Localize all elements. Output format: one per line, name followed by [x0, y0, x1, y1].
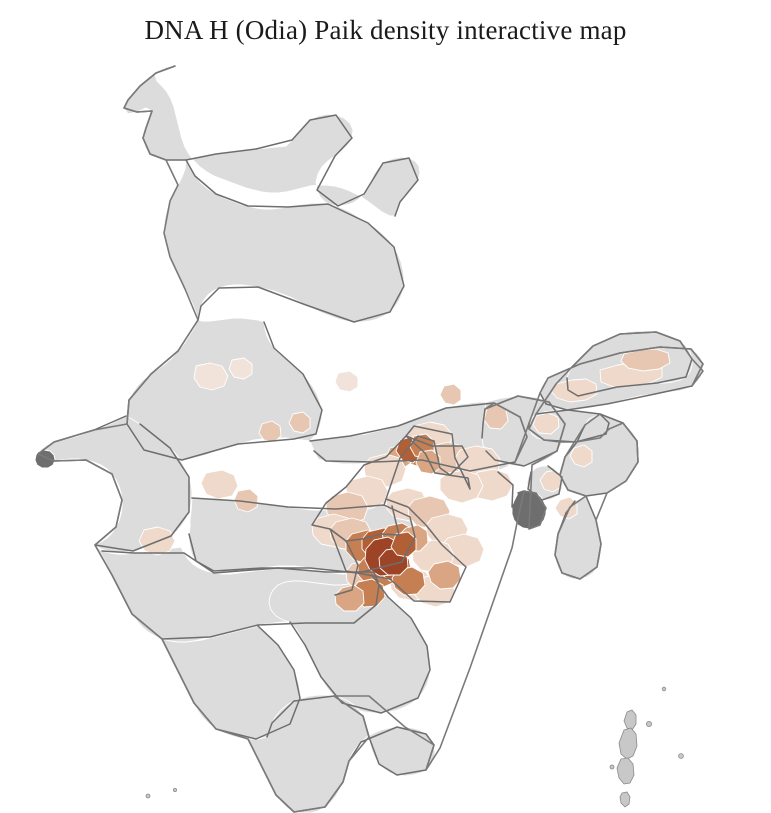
shaded-district-mp-b[interactable] [233, 488, 259, 513]
eastern-base-group [481, 330, 704, 580]
state-border-jharkhand [405, 425, 471, 490]
shaded-district-mp-a[interactable] [200, 469, 239, 500]
shaded-district-odisha-core-c[interactable] [390, 531, 417, 558]
island-lakshadweep-c[interactable] [172, 788, 177, 793]
state-border-odisha [329, 498, 467, 603]
shaded-district-bengal-coast[interactable] [439, 469, 484, 504]
india-national-boundary [37, 65, 704, 813]
india-choropleth-map[interactable] [0, 48, 771, 813]
island-andaman-south[interactable] [616, 757, 635, 785]
island-lakshadweep-a[interactable] [145, 793, 151, 799]
page-title: DNA H (Odia) Paik density interactive ma… [144, 15, 627, 45]
state-border-chhattisgarh [311, 435, 469, 542]
shaded-district-rajasthan-a[interactable] [193, 362, 229, 391]
country-outline-group [37, 65, 704, 813]
shaded-district-odisha-ring-i[interactable] [334, 584, 365, 612]
shaded-district-andhra-coast[interactable] [427, 560, 462, 590]
island-andaman-north[interactable] [623, 709, 637, 731]
island-andaman-middle[interactable] [618, 727, 638, 760]
region-tamil-nadu-kerala[interactable] [247, 694, 436, 813]
shaded-district-up-c[interactable] [288, 411, 311, 434]
shaded-district-mizoram-a[interactable] [569, 444, 593, 468]
region-kutch-tip-nodata[interactable] [34, 449, 56, 469]
islands-group [145, 686, 684, 808]
shaded-district-mizoram-b[interactable] [554, 496, 578, 520]
shaded-district-tripura-a[interactable] [539, 469, 563, 493]
map-canvas[interactable] [0, 48, 771, 813]
shaded-district-rajasthan-b[interactable] [228, 357, 253, 380]
island-dot-b[interactable] [678, 753, 684, 759]
state-border-punjab-up [185, 159, 405, 323]
island-dot-d[interactable] [661, 686, 667, 692]
state-border-mp [188, 497, 416, 574]
shaded-district-up-a[interactable] [258, 420, 282, 443]
island-dot-a[interactable] [646, 721, 653, 728]
region-jammu-kashmir[interactable] [123, 65, 421, 217]
shaded-district-meghalaya-a[interactable] [532, 412, 560, 435]
state-border-telangana-ap [289, 574, 431, 714]
island-nicobar-a[interactable] [619, 791, 631, 808]
shaded-district-bihar-a[interactable] [439, 383, 462, 406]
shaded-district-up-b[interactable] [334, 370, 359, 393]
shaded-district-assam-a[interactable] [550, 378, 598, 403]
island-dot-c[interactable] [609, 764, 615, 770]
